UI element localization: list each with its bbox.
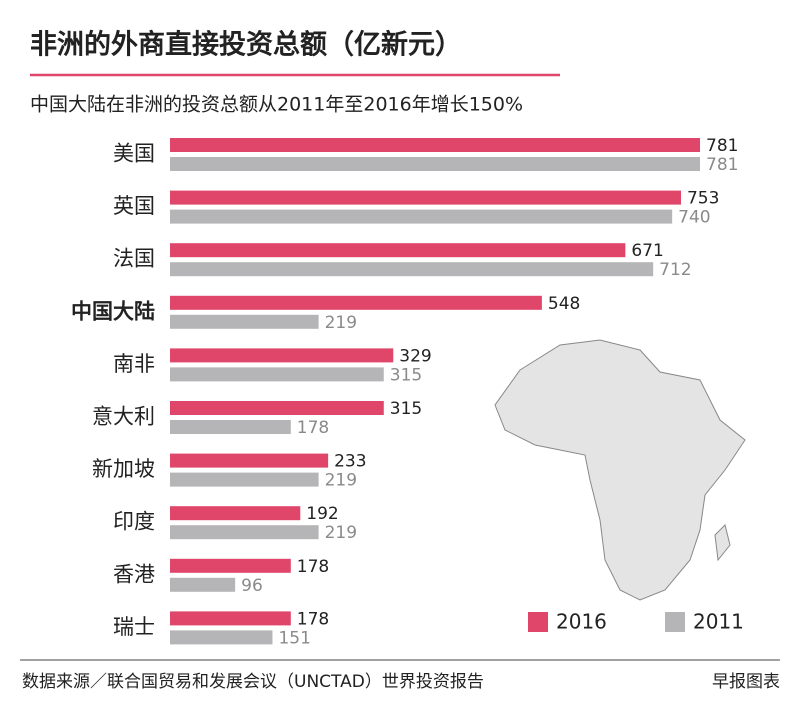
category-label: 新加坡 — [92, 457, 155, 481]
bar — [170, 611, 291, 626]
value-label: 329 — [399, 346, 431, 366]
category-label: 美国 — [113, 142, 155, 166]
value-label: 671 — [631, 241, 663, 261]
bar — [170, 472, 319, 487]
bar — [170, 420, 291, 434]
chart-title: 非洲的外商直接投资总额（亿新元） — [30, 29, 462, 61]
category-label: 印度 — [113, 510, 155, 534]
bar — [170, 209, 673, 224]
value-label: 548 — [548, 294, 580, 314]
legend-swatch — [665, 612, 685, 632]
value-label: 192 — [306, 504, 338, 524]
bar — [170, 558, 291, 573]
bar — [170, 314, 319, 329]
legend-label: 2011 — [693, 610, 744, 634]
value-label: 315 — [390, 399, 422, 419]
value-label: 178 — [297, 418, 329, 438]
value-label: 712 — [659, 260, 691, 280]
bar — [170, 367, 384, 382]
category-label: 意大利 — [92, 405, 155, 429]
category-label: 法国 — [113, 247, 155, 271]
credit: 早报图表 — [712, 672, 780, 692]
value-label: 781 — [706, 136, 738, 156]
bar — [170, 190, 681, 205]
chart-subtitle: 中国大陆在非洲的投资总额从2011年至2016年增长150% — [30, 94, 523, 116]
category-label: 瑞士 — [113, 615, 155, 639]
bar — [170, 401, 384, 415]
bar — [170, 262, 654, 277]
value-label: 315 — [390, 365, 422, 385]
africa-map — [494, 339, 746, 601]
value-label: 151 — [278, 628, 310, 648]
bar — [170, 453, 329, 468]
value-label: 219 — [325, 523, 357, 543]
category-label: 英国 — [113, 194, 155, 218]
bar — [170, 348, 394, 363]
category-label: 南非 — [113, 352, 155, 376]
value-label: 178 — [297, 557, 329, 577]
bar — [170, 577, 236, 592]
bar — [170, 295, 542, 310]
value-label: 781 — [706, 155, 738, 175]
bar — [170, 138, 700, 152]
value-label: 219 — [325, 313, 357, 333]
source: 数据来源／联合国贸易和发展会议（UNCTAD）世界投资报告 — [22, 672, 484, 692]
value-label: 233 — [334, 452, 366, 472]
value-label: 96 — [241, 576, 263, 596]
value-label: 178 — [297, 609, 329, 629]
bar — [170, 525, 319, 540]
bar — [170, 243, 626, 258]
legend-swatch — [528, 612, 548, 632]
bar — [170, 630, 273, 645]
value-label: 219 — [325, 471, 357, 491]
category-label: 中国大陆 — [71, 299, 155, 323]
category-label: 香港 — [113, 562, 155, 586]
bar — [170, 157, 700, 171]
bar — [170, 506, 301, 521]
legend-label: 2016 — [556, 610, 607, 634]
value-label: 753 — [687, 189, 719, 209]
value-label: 740 — [678, 208, 710, 228]
